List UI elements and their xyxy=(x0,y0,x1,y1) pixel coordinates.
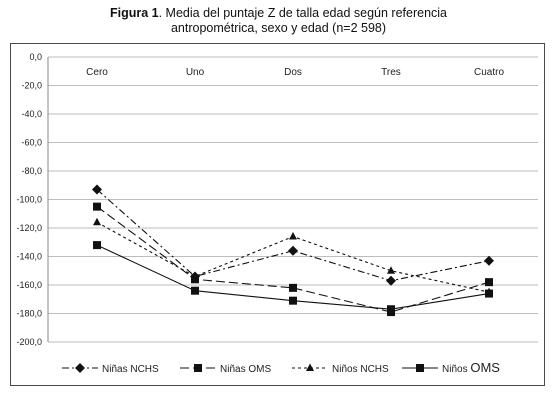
legend-label-3: Niños NCHS xyxy=(332,364,389,375)
legend-label-2: Niñas OMS xyxy=(220,364,271,375)
legend-marker-4 xyxy=(416,364,424,372)
chart-frame xyxy=(10,43,545,386)
figure-title: Figura 1. Media del puntaje Z de talla e… xyxy=(0,6,557,36)
legend-marker-2 xyxy=(194,364,202,372)
x-category-label: Cero xyxy=(86,67,108,78)
data-point-series-2 xyxy=(485,278,493,287)
data-point-series-1 xyxy=(484,255,494,266)
y-tick-label: -20,0 xyxy=(21,81,42,91)
y-tick-label: -180,0 xyxy=(16,309,42,319)
data-point-series-1 xyxy=(288,245,298,256)
legend-marker-1 xyxy=(75,363,85,373)
data-point-series-3 xyxy=(93,217,101,226)
legend-label-1: Niñas NCHS xyxy=(102,364,159,375)
legend-marker-3 xyxy=(306,363,314,371)
y-tick-label: -200,0 xyxy=(16,337,42,347)
y-tick-label: -120,0 xyxy=(16,223,42,233)
data-point-series-4 xyxy=(387,305,395,314)
y-tick-label: -100,0 xyxy=(16,195,42,205)
x-category-label: Dos xyxy=(284,67,302,78)
legend-label-4: Niños OMS xyxy=(442,360,500,375)
y-tick-label: -80,0 xyxy=(21,166,42,176)
y-tick-label: -160,0 xyxy=(16,280,42,290)
data-point-series-3 xyxy=(289,232,297,240)
figure-caption-line2: antropométrica, sexo y edad (n=2 598) xyxy=(170,21,387,35)
data-point-series-2 xyxy=(93,202,101,211)
figure-caption-line1: . Media del puntaje Z de talla edad segú… xyxy=(158,6,447,20)
x-category-label: Uno xyxy=(186,67,205,78)
series-line-2 xyxy=(96,206,490,313)
y-tick-label: -60,0 xyxy=(21,138,42,148)
data-point-series-1 xyxy=(92,184,102,195)
data-point-series-1 xyxy=(386,275,396,286)
data-point-series-2 xyxy=(289,283,297,292)
x-category-label: Cuatro xyxy=(474,67,504,78)
data-point-series-4 xyxy=(289,296,297,305)
y-tick-label: -140,0 xyxy=(16,252,42,262)
data-point-series-3 xyxy=(191,271,199,280)
y-tick-label: 0,0 xyxy=(29,52,42,62)
data-point-series-4 xyxy=(485,289,493,298)
data-point-series-4 xyxy=(191,286,199,295)
data-point-series-4 xyxy=(93,241,101,250)
x-category-label: Tres xyxy=(381,67,401,78)
y-tick-label: -40,0 xyxy=(21,109,42,119)
data-point-series-3 xyxy=(387,266,395,274)
figure-label: Figura 1 xyxy=(109,6,159,20)
